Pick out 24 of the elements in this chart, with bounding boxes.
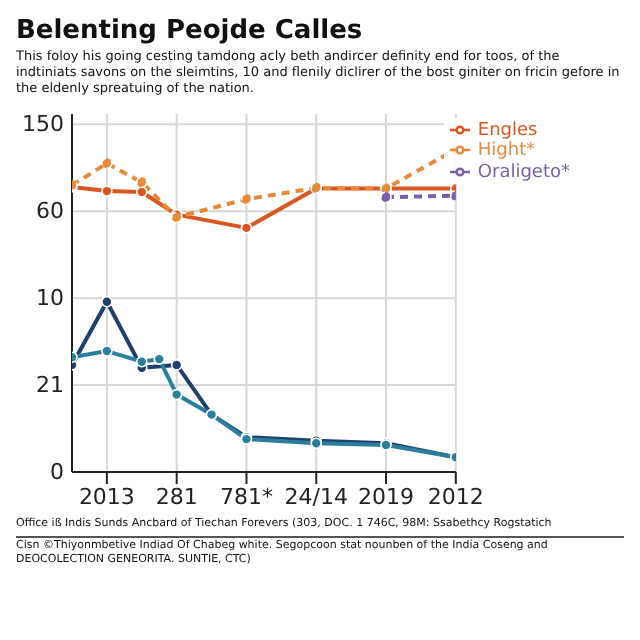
text: 0 bbox=[50, 459, 64, 485]
legend-label: Engles bbox=[477, 120, 538, 141]
point bbox=[380, 191, 392, 204]
chart-title: Belenting Peojde Calles bbox=[16, 16, 365, 46]
x-tick-label: 24/14 bbox=[284, 483, 348, 510]
x-tick-label: 781* bbox=[219, 483, 274, 510]
point bbox=[170, 359, 183, 371]
point bbox=[240, 222, 253, 234]
point bbox=[101, 295, 113, 308]
text: 150 bbox=[22, 111, 64, 138]
point bbox=[101, 185, 113, 197]
point bbox=[101, 157, 113, 170]
legend-label: Hight* bbox=[477, 141, 536, 162]
point bbox=[101, 345, 113, 357]
x-tick-label: 2012 bbox=[427, 483, 484, 510]
x-tick-label: 2013 bbox=[78, 483, 135, 510]
text: 21 bbox=[36, 372, 64, 399]
legend-label: Oraligeto* bbox=[477, 162, 570, 183]
x-tick-label: 281 bbox=[155, 483, 198, 510]
text: 10 bbox=[36, 285, 64, 312]
x-tick-label: 2019 bbox=[358, 483, 415, 510]
text: 60 bbox=[36, 198, 64, 225]
point bbox=[135, 176, 148, 189]
point bbox=[135, 186, 148, 198]
